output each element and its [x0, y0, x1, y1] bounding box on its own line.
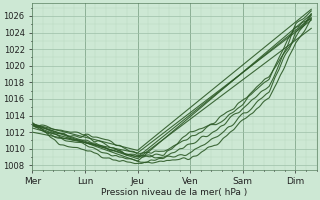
X-axis label: Pression niveau de la mer( hPa ): Pression niveau de la mer( hPa )	[101, 188, 247, 197]
